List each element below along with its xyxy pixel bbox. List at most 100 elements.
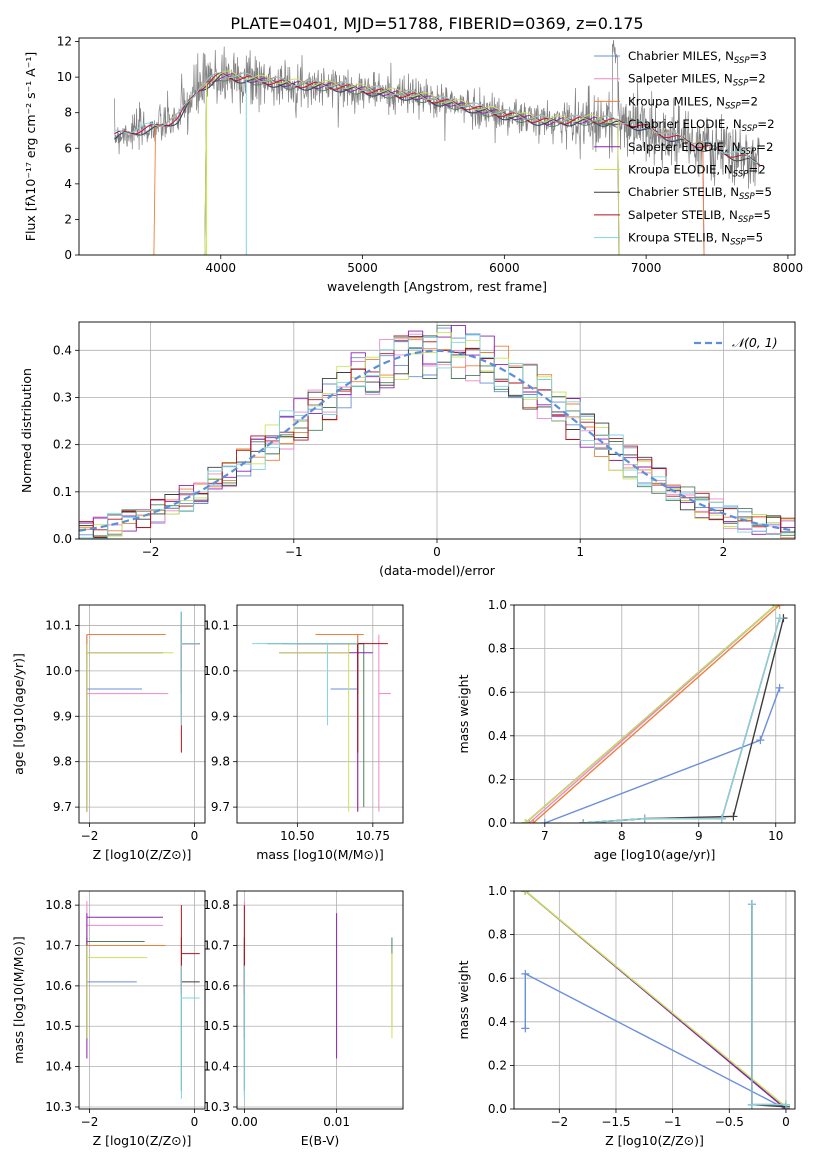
legend-label-salpeter-miles: Salpeter MILES, NSSP=2 [628, 72, 766, 89]
model-chabrier-miles [114, 73, 705, 255]
marker-kroupa-stelib [747, 1100, 756, 1109]
y-tick-label: 10.7 [203, 939, 230, 953]
y-axis-label: age [log10(age/yr)] [11, 653, 26, 775]
y-tick-label: 1.0 [488, 598, 507, 612]
marker-chabrier-miles [521, 969, 530, 978]
model-salpeter-stelib [114, 72, 760, 166]
x-axis-label: mass [log10(M/M⊙)] [256, 847, 384, 862]
plot-area-spectrum [114, 39, 760, 255]
line-chabrier-miles [524, 972, 787, 1109]
marker-kroupa-stelib [747, 900, 756, 909]
panel-z-mass: −2 0 10.3 10.4 10.5 10.6 10.7 10.8 Z [log10(Z/Z⊙… [11, 890, 206, 1148]
x-axis-label: E(B-V) [301, 1133, 340, 1148]
line-kroupa-miles [532, 605, 781, 823]
y-tick-label: 1.0 [488, 884, 507, 898]
legend-label-chabrier-stelib: Chabrier STELIB, NSSP=5 [628, 185, 772, 202]
plot-area-z-age [86, 611, 200, 812]
x-tick-label: 10.75 [356, 829, 390, 843]
axes-frame [78, 321, 796, 540]
x-tick-label: 7000 [631, 261, 662, 275]
line-kroupa-stelib [751, 904, 786, 1106]
x-tick-label: 6000 [489, 261, 520, 275]
y-tick-label: 9.9 [53, 709, 72, 723]
normal-curve [79, 349, 795, 532]
y-axis-label: mass weight [456, 674, 471, 753]
panel-age-massweight: 7 8 9 10 0.0 0.2 0.4 0.6 0.8 1.0 age [log10(age/yr… [456, 598, 796, 862]
legend: Chabrier MILES, NSSP=3 Salpeter MILES, NS… [594, 49, 775, 248]
x-axis-label: Z [log10(Z/Z⊙)] [93, 1133, 192, 1148]
x-tick-label: −2 [81, 829, 99, 843]
x-axis-label: wavelength [Angstrom, rest frame] [327, 279, 547, 294]
marker-kroupa-stelib [781, 1100, 790, 1109]
marker-chabrier-stelib [729, 812, 738, 821]
y-tick-label: 10.3 [203, 1100, 230, 1114]
y-tick-label: 10.5 [203, 1019, 230, 1033]
marker-kroupa-elodie [771, 605, 780, 609]
x-tick-label: −2 [142, 545, 160, 559]
x-tick-label: −2 [81, 1115, 99, 1129]
marker-kroupa-elodie [521, 891, 530, 895]
y-tick-label: 0.4 [53, 343, 72, 357]
marker-chabrier-miles [775, 683, 784, 692]
marker-kroupa-stelib [579, 819, 588, 823]
y-tick-label: 10.6 [45, 979, 72, 993]
y-tick-label: 10.8 [45, 898, 72, 912]
plot-area-age-massweight [521, 605, 788, 823]
x-tick-label: 7 [541, 829, 549, 843]
marker-kroupa-stelib [717, 814, 726, 823]
x-tick-label: 0 [782, 1115, 790, 1129]
marker-kroupa-elodie [521, 819, 530, 823]
y-tick-label: 0.2 [488, 1058, 507, 1072]
y-tick-label: 0.6 [488, 971, 507, 985]
panel-ebv-mass: 0.00 0.01 10.3 10.4 10.5 10.6 10.7 10.8 E(B-V) [203, 890, 404, 1148]
marker-chabrier-miles [521, 1024, 530, 1033]
legend-label-salpeter-elodie: Salpeter ELODIE, NSSP=2 [628, 140, 773, 157]
y-axis-label: Normed distribution [19, 368, 34, 493]
y-tick-label: 9.8 [53, 755, 72, 769]
legend-label-kroupa-miles: Kroupa MILES, NSSP=2 [628, 94, 758, 111]
legend-label-chabrier-miles: Chabrier MILES, NSSP=3 [628, 49, 767, 66]
observed-spectrum [114, 39, 760, 189]
axes-frame [236, 890, 404, 1110]
x-tick-label: 2 [720, 545, 728, 559]
y-tick-label: 10.0 [45, 664, 72, 678]
panel-z-age: −2 0 9.7 9.8 9.9 10.0 10.1 Z [log10(Z/Z⊙)] age [… [11, 604, 206, 862]
y-tick-label: 0.2 [53, 438, 72, 452]
x-axis-label: (data-model)/error [379, 563, 496, 578]
model-kroupa-stelib [114, 72, 760, 164]
marker-chabrier-miles [756, 736, 765, 745]
legend-label-kroupa-stelib: Kroupa STELIB, NSSP=5 [628, 231, 763, 248]
y-tick-label: 10.4 [203, 1060, 230, 1074]
line-kroupa-elodie [524, 891, 787, 1108]
x-tick-label: 0 [191, 829, 199, 843]
x-tick-label: −2 [550, 1115, 568, 1129]
figure-title: PLATE=0401, MJD=51788, FIBERID=0369, z=0… [230, 14, 643, 33]
axes-frame [78, 37, 796, 256]
axes-frame [78, 890, 206, 1110]
y-tick-label: 10.4 [45, 1060, 72, 1074]
axes-frame [236, 604, 404, 824]
y-axis-label: Flux [fλ10⁻¹⁷ erg cm⁻² s⁻¹ A⁻¹] [23, 52, 38, 241]
marker-kroupa-miles [529, 819, 538, 823]
y-tick-label: 10.1 [45, 618, 72, 632]
x-tick-label: −1 [664, 1115, 682, 1129]
model-salpeter-miles [114, 72, 705, 255]
plot-area-z-massweight [521, 891, 790, 1109]
marker-kroupa-stelib [640, 814, 649, 823]
x-tick-label: −0.5 [715, 1115, 744, 1129]
y-tick-label: 10.8 [203, 898, 230, 912]
y-axis-label: mass [log10(M/M⊙)] [11, 936, 26, 1064]
axes-frame [513, 890, 796, 1110]
model-kroupa-elodie [204, 70, 620, 255]
y-tick-label: 2 [64, 212, 72, 226]
y-tick-label: 0.0 [488, 1102, 507, 1116]
y-tick-label: 10.3 [45, 1100, 72, 1114]
y-tick-label: 10.5 [45, 1019, 72, 1033]
y-tick-label: 0.4 [488, 729, 507, 743]
model-chabrier-elodie [204, 76, 620, 255]
x-tick-label: −1 [285, 545, 303, 559]
line-kroupa-stelib [583, 617, 781, 823]
y-tick-label: 12 [57, 35, 72, 49]
y-tick-label: 4 [64, 177, 72, 191]
y-tick-label: 9.7 [211, 800, 230, 814]
